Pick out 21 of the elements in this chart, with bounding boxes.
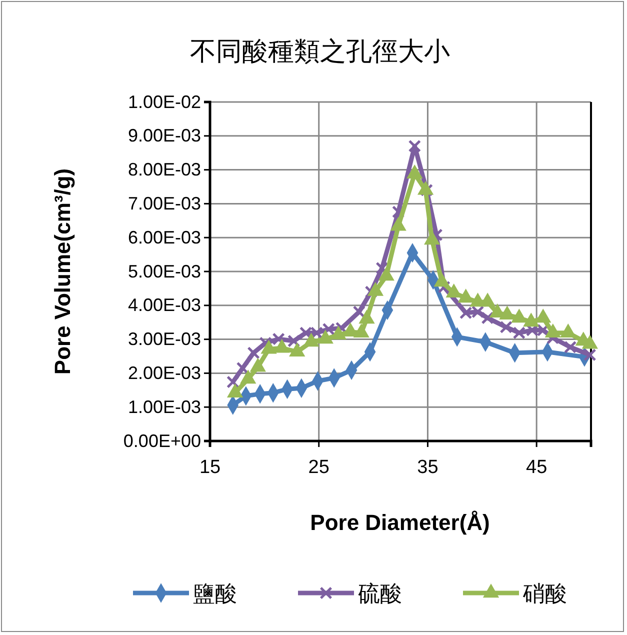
y-tick-label: 4.00E-03 — [128, 295, 201, 316]
x-axis-title: Pore Diameter(Å) — [310, 510, 490, 535]
x-tick-label: 25 — [308, 456, 330, 478]
y-tick-label: 1.00E-02 — [128, 92, 201, 112]
y-tick-label: 9.00E-03 — [128, 126, 201, 146]
legend-label: 硫酸 — [358, 581, 402, 606]
y-tick-label: 8.00E-03 — [128, 160, 201, 180]
y-tick-label: 3.00E-03 — [128, 329, 201, 350]
y-tick-label: 7.00E-03 — [128, 193, 201, 214]
chart-title: 不同酸種類之孔徑大小 — [190, 36, 450, 66]
x-tick-label: 45 — [526, 456, 548, 478]
legend-label: 硝酸 — [522, 581, 567, 606]
x-tick-label: 15 — [199, 456, 221, 478]
y-tick-label: 1.00E-03 — [128, 396, 201, 417]
x-tick-label: 35 — [417, 456, 438, 478]
legend-label: 鹽酸 — [193, 581, 237, 606]
y-tick-label: 2.00E-03 — [128, 362, 201, 383]
y-tick-label: 5.00E-03 — [128, 261, 201, 282]
y-tick-label: 6.00E-03 — [128, 227, 201, 248]
y-tick-label: 0.00E+00 — [123, 430, 201, 451]
y-axis-title: Pore Volume(cm³/g) — [50, 168, 75, 375]
